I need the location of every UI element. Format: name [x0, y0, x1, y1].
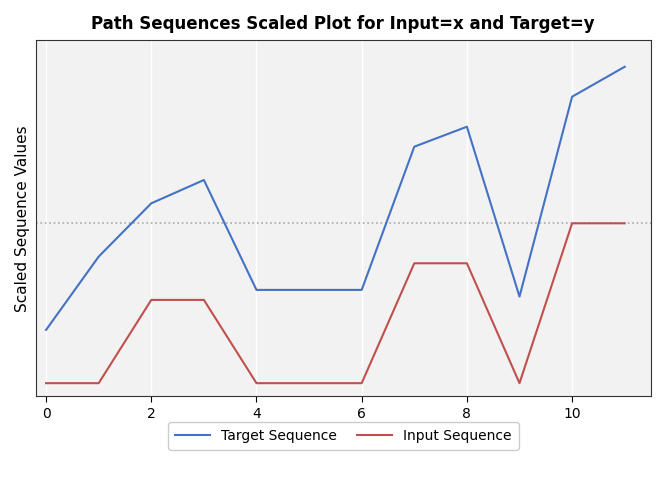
- Line: Input Sequence: Input Sequence: [46, 224, 625, 383]
- Target Sequence: [358, 287, 366, 293]
- Target Sequence: [463, 124, 471, 130]
- Title: Path Sequences Scaled Plot for Input=x and Target=y: Path Sequences Scaled Plot for Input=x a…: [91, 15, 595, 33]
- Input Sequence: [305, 380, 313, 386]
- Target Sequence: [147, 200, 155, 206]
- Target Sequence: [621, 64, 629, 70]
- Legend: Target Sequence, Input Sequence: Target Sequence, Input Sequence: [168, 422, 519, 450]
- Target Sequence: [568, 94, 576, 100]
- Input Sequence: [200, 297, 208, 303]
- Line: Target Sequence: Target Sequence: [46, 67, 625, 330]
- Target Sequence: [305, 287, 313, 293]
- Input Sequence: [95, 380, 103, 386]
- Input Sequence: [147, 297, 155, 303]
- Target Sequence: [95, 254, 103, 260]
- Y-axis label: Scaled Sequence Values: Scaled Sequence Values: [15, 125, 30, 312]
- Target Sequence: [515, 294, 523, 300]
- Target Sequence: [42, 327, 50, 333]
- Input Sequence: [410, 260, 418, 266]
- Input Sequence: [42, 380, 50, 386]
- Input Sequence: [463, 260, 471, 266]
- Target Sequence: [252, 287, 260, 293]
- Target Sequence: [200, 177, 208, 183]
- Input Sequence: [252, 380, 260, 386]
- Input Sequence: [358, 380, 366, 386]
- X-axis label: Path Index: Path Index: [303, 426, 384, 442]
- Input Sequence: [568, 220, 576, 226]
- Target Sequence: [410, 144, 418, 150]
- Input Sequence: [621, 220, 629, 226]
- Input Sequence: [515, 380, 523, 386]
